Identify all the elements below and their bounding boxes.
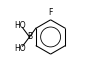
Text: HO: HO — [14, 21, 26, 30]
Text: B: B — [27, 32, 32, 41]
Text: HO: HO — [14, 44, 26, 53]
Text: F: F — [48, 8, 53, 17]
